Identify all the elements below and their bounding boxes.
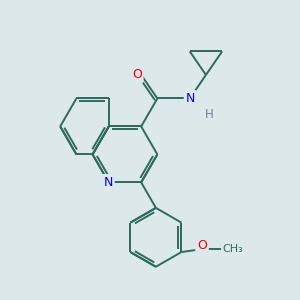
Text: CH₃: CH₃	[223, 244, 243, 254]
Text: O: O	[132, 68, 142, 81]
Text: N: N	[103, 176, 113, 189]
Text: O: O	[197, 239, 207, 252]
Text: N: N	[186, 92, 195, 105]
Text: H: H	[205, 108, 213, 121]
